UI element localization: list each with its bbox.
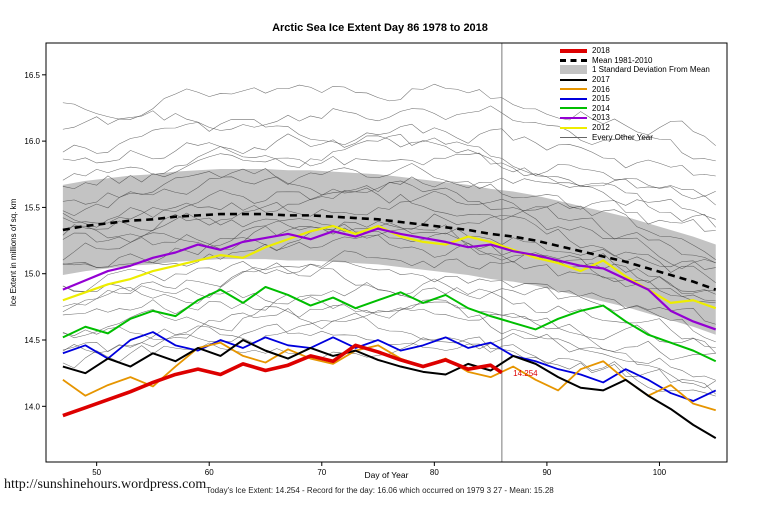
x-axis-label: Day of Year <box>364 470 409 480</box>
std-dev-band <box>62 168 716 335</box>
x-tick-label: 80 <box>430 468 439 477</box>
background-year-line <box>62 336 716 395</box>
series-line-2014 <box>62 285 717 363</box>
series-line-2018 <box>62 343 503 418</box>
legend-item: Mean 1981-2010 <box>560 56 730 66</box>
background-year-line <box>62 187 716 264</box>
background-year-line <box>62 180 716 260</box>
background-year-line <box>62 119 716 177</box>
y-tick-label: 14.5 <box>24 336 40 345</box>
legend-label: 2015 <box>592 94 610 104</box>
background-year-line <box>62 212 716 270</box>
legend-swatch <box>560 136 587 138</box>
x-tick-label: 100 <box>653 468 667 477</box>
background-year-line <box>62 171 716 232</box>
legend-swatch <box>560 126 587 129</box>
legend-item: 2016 <box>560 84 730 94</box>
background-year-line <box>62 299 716 361</box>
current-value-annotation: 14.254 <box>513 369 538 378</box>
background-year-line <box>62 218 716 283</box>
x-tick-label: 90 <box>542 468 551 477</box>
legend-swatch <box>560 107 587 110</box>
legend-swatch <box>560 78 587 81</box>
background-year-line <box>62 163 716 228</box>
mean-line <box>62 212 717 291</box>
y-tick-label: 15.0 <box>24 270 40 279</box>
y-tick-label: 15.5 <box>24 203 40 212</box>
legend-swatch <box>560 58 587 62</box>
legend-swatch <box>560 65 587 75</box>
legend-item: 1 Standard Deviation From Mean <box>560 65 730 75</box>
legend-label: Every Other Year <box>592 132 653 142</box>
legend-label: 2012 <box>592 123 610 133</box>
legend-label: Mean 1981-2010 <box>592 55 653 65</box>
y-tick-label: 14.0 <box>24 402 40 411</box>
background-year-line <box>62 105 716 162</box>
x-tick-label: 60 <box>205 468 214 477</box>
footer-summary: Today's Ice Extent: 14.254 - Record for … <box>206 486 554 495</box>
background-year-line <box>62 323 716 397</box>
legend-item: 2014 <box>560 104 730 114</box>
series-line-2015 <box>62 331 717 402</box>
plot-border <box>45 42 728 463</box>
legend-swatch <box>560 48 587 53</box>
legend-label: 2018 <box>592 46 610 56</box>
background-year-line <box>62 133 716 197</box>
legend-item: 2017 <box>560 75 730 85</box>
series-line-2016 <box>62 341 716 412</box>
legend-item: 2013 <box>560 113 730 123</box>
series-line-2013 <box>62 227 717 331</box>
background-year-line <box>62 312 716 389</box>
legend-item: 2012 <box>560 123 730 133</box>
legend-label: 2016 <box>592 84 610 94</box>
y-axis-label: Ice Extent in millions of sq. km <box>9 198 18 306</box>
chart-title: Arctic Sea Ice Extent Day 86 1978 to 201… <box>272 22 488 34</box>
background-year-line <box>62 301 716 381</box>
background-year-line <box>62 83 716 146</box>
legend-label: 2017 <box>592 75 610 85</box>
legend: 2018 Mean 1981-2010 1 Standard Deviation F… <box>560 46 730 142</box>
legend-item: 2018 <box>560 46 730 56</box>
legend-label: 2014 <box>592 103 610 113</box>
y-tick-label: 16.0 <box>24 137 40 146</box>
legend-label: 1 Standard Deviation From Mean <box>592 65 710 75</box>
background-year-line <box>62 223 716 295</box>
legend-label: 2013 <box>592 113 610 123</box>
legend-item: Every Other Year <box>560 132 730 142</box>
x-tick-label: 50 <box>92 468 101 477</box>
series-line-2017 <box>62 339 717 439</box>
x-tick-label: 70 <box>317 468 326 477</box>
background-year-line <box>62 250 716 304</box>
background-year-line <box>62 152 716 220</box>
background-year-line <box>62 282 716 348</box>
background-year-line <box>62 234 716 302</box>
y-tick-label: 16.5 <box>24 71 40 80</box>
background-year-line <box>62 293 716 354</box>
site-url: http://sunshinehours.wordpress.com <box>4 477 207 492</box>
legend-swatch <box>560 88 587 91</box>
legend-swatch <box>560 97 587 100</box>
legend-swatch <box>560 116 587 119</box>
legend-item: 2015 <box>560 94 730 104</box>
